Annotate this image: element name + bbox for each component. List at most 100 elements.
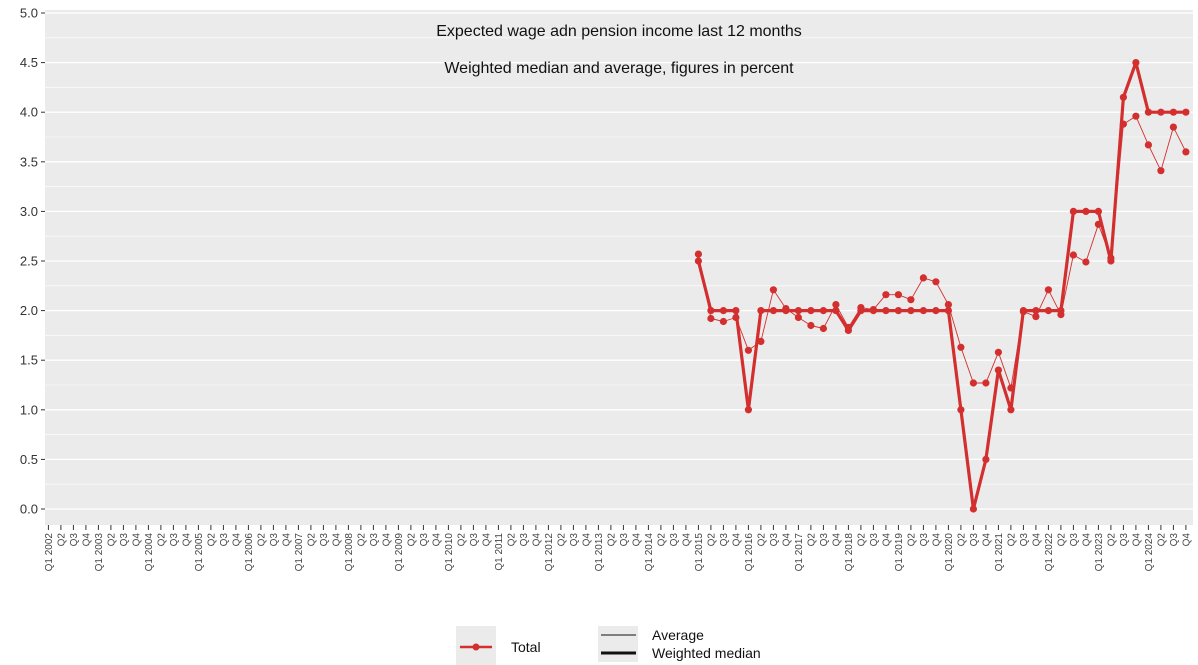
x-tick-label: Q3 <box>419 533 430 547</box>
x-tick-label: Q4 <box>381 533 392 547</box>
x-tick-label: Q2 <box>306 533 317 547</box>
average-point <box>1157 167 1165 175</box>
y-tick-label: 2.5 <box>20 254 38 269</box>
x-tick-label: Q1 2002 <box>44 533 55 572</box>
average-point <box>857 304 865 312</box>
weighted-median-point <box>1094 207 1102 215</box>
legend-label-median: Weighted median <box>652 645 761 661</box>
average-point <box>869 306 878 314</box>
weighted-median-point <box>1182 108 1190 116</box>
y-tick-label: 3.5 <box>20 154 38 169</box>
legend-total-marker <box>472 643 480 651</box>
average-point <box>1169 123 1177 131</box>
y-tick-label: 5.0 <box>20 6 38 21</box>
x-tick-label: Q1 2006 <box>244 533 255 572</box>
x-tick-label: Q3 <box>1019 533 1030 547</box>
average-point <box>1082 258 1090 266</box>
x-tick-label: Q3 <box>69 533 80 547</box>
x-tick-label: Q1 2017 <box>794 533 805 572</box>
x-tick-label: Q2 <box>656 533 667 547</box>
x-tick-label: Q4 <box>531 533 542 547</box>
x-tick-label: Q3 <box>119 533 130 547</box>
x-tick-label: Q4 <box>681 533 692 547</box>
x-tick-label: Q3 <box>319 533 330 547</box>
average-point <box>1107 254 1115 262</box>
weighted-median-point <box>1169 108 1177 116</box>
x-tick-label: Q3 <box>269 533 280 547</box>
x-tick-label: Q2 <box>106 533 117 547</box>
average-point <box>1057 311 1065 319</box>
average-point <box>1119 120 1127 128</box>
weighted-median-point <box>1157 108 1165 116</box>
chart-subtitle: Weighted median and average, figures in … <box>444 60 794 77</box>
weighted-median-point <box>1044 307 1052 315</box>
x-tick-label: Q2 <box>356 533 367 547</box>
x-tick-label: Q3 <box>819 533 830 547</box>
average-point <box>1132 112 1140 120</box>
x-tick-label: Q4 <box>1081 533 1092 547</box>
x-tick-label: Q2 <box>256 533 267 547</box>
x-tick-label: Q2 <box>206 533 217 547</box>
x-tick-label: Q3 <box>869 533 880 547</box>
legend: Total Average Weighted median <box>456 626 761 665</box>
x-tick-label: Q1 2004 <box>144 533 155 572</box>
average-point <box>819 324 828 333</box>
average-point <box>894 291 903 299</box>
x-tick-label: Q2 <box>756 533 767 547</box>
legend-label-total: Total <box>511 639 541 655</box>
weighted-median-point <box>1144 108 1152 116</box>
x-tick-label: Q1 2016 <box>744 533 755 572</box>
weighted-median-point <box>819 307 828 315</box>
x-tick-label: Q1 2013 <box>594 533 605 572</box>
x-tick-label: Q4 <box>1181 533 1192 547</box>
x-axis: Q1 2002 Q2 Q3 Q4 Q1 2003 Q2 Q3 Q4 Q1 2004 Q2 Q3 Q4 Q… <box>44 525 1192 572</box>
x-tick-label: Q4 <box>581 533 592 547</box>
x-tick-label: Q4 <box>281 533 292 547</box>
x-tick-label: Q3 <box>619 533 630 547</box>
x-tick-label: Q3 <box>169 533 180 547</box>
x-tick-label: Q4 <box>431 533 442 547</box>
average-point <box>1144 141 1152 149</box>
plot-panel <box>45 10 1193 525</box>
x-tick-label: Q3 <box>1169 533 1180 547</box>
average-point <box>957 343 965 351</box>
x-tick-label: Q2 <box>56 533 67 547</box>
x-tick-label: Q3 <box>919 533 930 547</box>
x-tick-label: Q4 <box>81 533 92 547</box>
x-tick-label: Q1 2018 <box>844 533 855 572</box>
x-tick-label: Q3 <box>669 533 680 547</box>
x-tick-label: Q1 2009 <box>394 533 405 572</box>
y-tick-label: 1.5 <box>20 353 38 368</box>
weighted-median-point <box>832 307 840 315</box>
x-tick-label: Q1 2003 <box>94 533 105 572</box>
weighted-median-point <box>719 307 728 315</box>
x-tick-label: Q2 <box>1106 533 1117 547</box>
weighted-median-point <box>707 307 715 315</box>
y-tick-label: 0.5 <box>20 452 38 467</box>
x-tick-label: Q3 <box>569 533 580 547</box>
legend-label-average: Average <box>652 627 704 643</box>
x-tick-label: Q4 <box>981 533 992 547</box>
weighted-median-point <box>944 307 953 315</box>
average-point <box>707 314 715 323</box>
x-tick-label: Q4 <box>481 533 492 547</box>
x-tick-label: Q1 2014 <box>644 533 655 572</box>
average-point <box>694 250 703 258</box>
average-point <box>719 317 728 326</box>
weighted-median-point <box>732 307 740 315</box>
x-tick-label: Q1 2024 <box>1144 533 1155 572</box>
y-tick-label: 1.0 <box>20 402 38 417</box>
x-tick-label: Q4 <box>881 533 892 547</box>
weighted-median-point <box>744 406 753 414</box>
x-tick-label: Q2 <box>906 533 917 547</box>
average-point <box>832 301 840 309</box>
x-tick-label: Q2 <box>556 533 567 547</box>
x-tick-label: Q3 <box>719 533 730 547</box>
average-point <box>919 274 928 282</box>
weighted-median-line <box>696 61 1188 511</box>
x-tick-label: Q1 2008 <box>344 533 355 572</box>
x-tick-label: Q4 <box>181 533 192 547</box>
x-tick-label: Q2 <box>506 533 517 547</box>
weighted-median-point <box>907 307 915 315</box>
